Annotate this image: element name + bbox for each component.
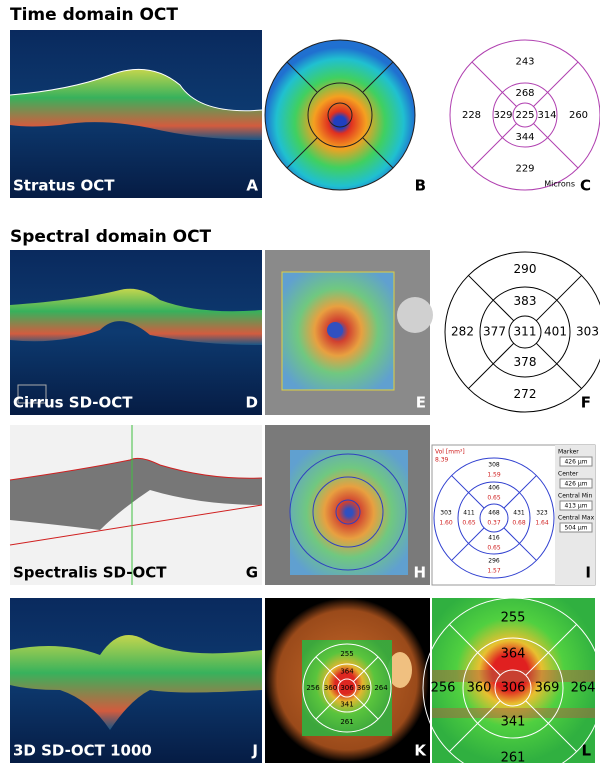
volume-value: 1.60 (439, 520, 453, 527)
grid-spoke (472, 62, 517, 107)
side-label: Central Min (558, 493, 593, 500)
panel-b (265, 40, 415, 190)
grid-spoke (536, 275, 581, 320)
thickness-value: 411 (463, 510, 475, 517)
grid-value: 256 (306, 684, 320, 692)
grid-value: 290 (514, 262, 537, 276)
volume-value: 0.65 (487, 545, 501, 552)
thickness-value: 303 (440, 510, 452, 517)
grid-value: 225 (515, 110, 534, 121)
panel-d (10, 250, 262, 415)
volume-value: 1.57 (487, 568, 501, 575)
grid-spoke (533, 123, 578, 168)
side-label: Central Max (558, 515, 595, 522)
grid-value: 268 (515, 88, 534, 99)
side-value: 426 µm (564, 459, 587, 466)
device-label: Stratus OCT (13, 177, 115, 195)
panel-a (10, 30, 262, 198)
grid-value: 360 (324, 684, 337, 692)
grid-value: 272 (514, 387, 537, 401)
panel-letter: B (415, 177, 426, 195)
grid-value: 341 (501, 715, 526, 730)
thickness-value: 468 (488, 510, 500, 517)
panel-letter: K (414, 742, 427, 760)
volume-value: 0.37 (487, 520, 501, 527)
grid-value: 378 (514, 355, 537, 369)
grid-value: 228 (462, 110, 481, 121)
volume-total: 8.39 (435, 457, 449, 464)
grid-value: 401 (544, 325, 567, 339)
grid-value: 364 (340, 668, 354, 676)
grid-value: 369 (535, 681, 560, 696)
thickness-value: 308 (488, 462, 500, 469)
panel-letter: J (251, 742, 258, 760)
thickness-value: 431 (513, 510, 525, 517)
panel-letter: I (585, 564, 591, 582)
grid-value: 229 (515, 164, 534, 175)
grid-value: 369 (357, 684, 370, 692)
panel-letter: D (246, 394, 258, 412)
grid-value: 264 (374, 684, 388, 692)
side-value: 504 µm (564, 525, 587, 532)
thickness-value: 416 (488, 535, 500, 542)
panel-letter: A (246, 177, 258, 195)
panel-e (265, 250, 433, 415)
panel-letter: E (416, 394, 426, 412)
volume-value: 0.68 (512, 520, 526, 527)
grid-value: 344 (515, 132, 534, 143)
section-title: Spectral domain OCT (10, 227, 212, 247)
grid-value: 364 (501, 647, 526, 662)
grid-value: 383 (514, 294, 537, 308)
grid-value: 255 (501, 611, 526, 626)
thickness-value: 406 (488, 485, 500, 492)
side-label: Marker (558, 449, 579, 456)
grid-value: 311 (514, 325, 537, 339)
volume-value: 0.65 (462, 520, 476, 527)
grid-value: 314 (537, 110, 556, 121)
panel-k (265, 598, 430, 763)
panel-letter: H (413, 564, 426, 582)
grid-value: 303 (576, 325, 599, 339)
grid-value: 243 (515, 57, 534, 68)
volume-value: 0.65 (487, 495, 501, 502)
grid-value: 282 (451, 325, 474, 339)
grid-spoke (533, 62, 578, 107)
grid-value: 260 (569, 110, 588, 121)
grid-spoke (468, 343, 513, 388)
device-label: 3D SD-OCT 1000 (13, 742, 152, 760)
grid-spoke (472, 123, 517, 168)
grid-value: 261 (501, 751, 526, 766)
panel-j (10, 598, 262, 763)
panel-letter: C (580, 177, 591, 195)
grid-spoke (536, 343, 581, 388)
grid-value: 306 (340, 684, 354, 692)
thickness-value: 296 (488, 558, 500, 565)
thickness-value: 323 (536, 510, 548, 517)
side-value: 413 µm (564, 503, 587, 510)
side-value: 426 µm (564, 481, 587, 488)
device-label: Spectralis SD-OCT (13, 564, 167, 582)
grid-value: 255 (340, 650, 353, 658)
panel-letter: G (246, 564, 258, 582)
grid-value: 341 (340, 701, 353, 709)
grid-value: 256 (431, 681, 456, 696)
panel-letter: F (581, 394, 591, 412)
volume-label: Vol [mm³] (435, 449, 465, 456)
grid-value: 377 (483, 325, 506, 339)
grid-value: 329 (493, 110, 512, 121)
panel-h (265, 425, 430, 585)
volume-value: 1.64 (535, 520, 549, 527)
panel-g (10, 425, 262, 585)
grid-value: 306 (501, 681, 526, 696)
grid-value: 360 (467, 681, 492, 696)
figure: Time domain OCT Spectral domain OCT A Strat… (0, 0, 600, 768)
side-label: Center (558, 471, 579, 478)
section-title: Time domain OCT (10, 5, 178, 25)
grid-value: 264 (571, 681, 596, 696)
grid-value: 261 (340, 718, 353, 726)
device-label: Cirrus SD-OCT (13, 394, 133, 412)
unit-label: Microns (544, 180, 575, 189)
grid-spoke (468, 275, 513, 320)
volume-value: 1.59 (487, 472, 501, 479)
